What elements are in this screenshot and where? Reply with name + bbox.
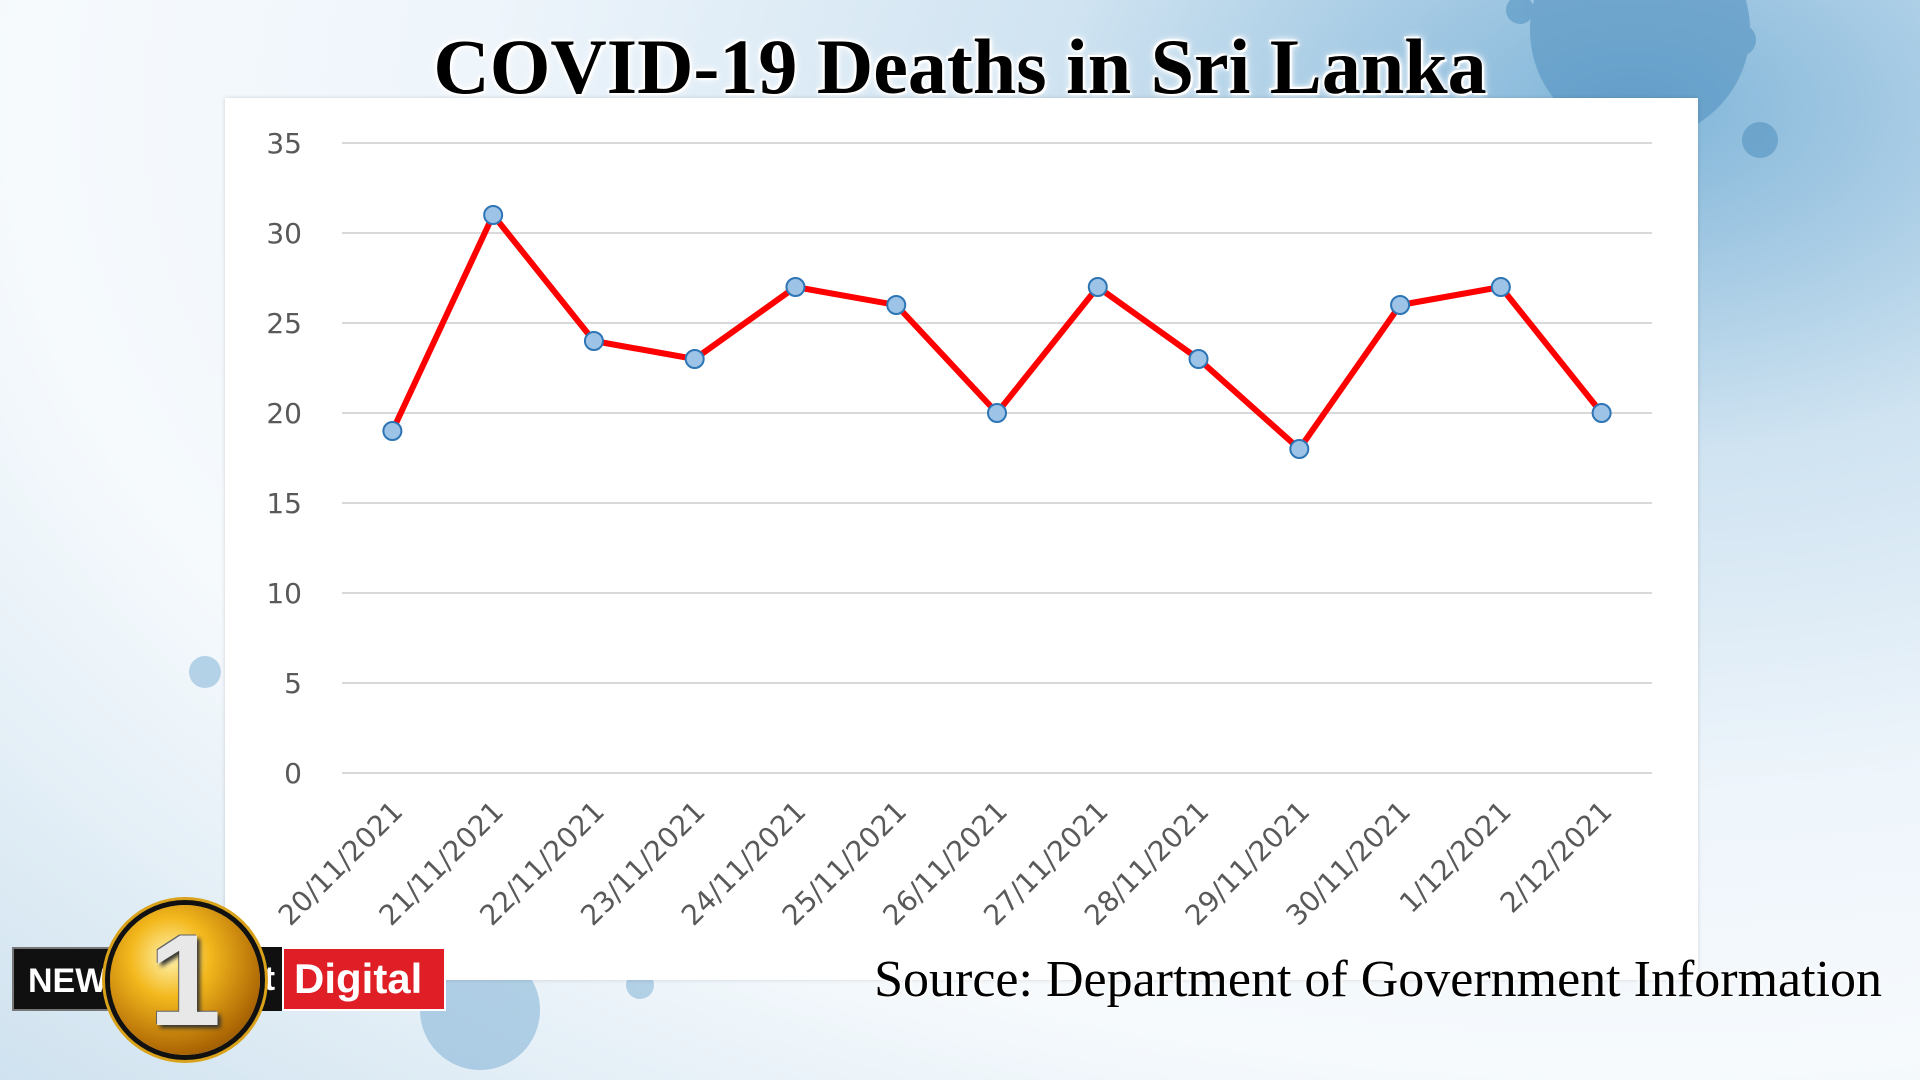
data-point xyxy=(1087,277,1108,297)
data-point xyxy=(382,421,403,441)
series-group xyxy=(382,205,1612,459)
x-axis-ticks: 20/11/202121/11/202122/11/202123/11/2021… xyxy=(272,795,1619,932)
data-point xyxy=(987,403,1007,423)
data-point xyxy=(1490,277,1511,297)
data-point xyxy=(1591,403,1612,423)
y-axis-ticks: 0 5 10 15 20 25 30 35 xyxy=(266,127,302,790)
y-tick-label: 30 xyxy=(266,217,302,250)
gridlines xyxy=(342,142,1652,774)
data-point xyxy=(583,331,604,351)
logo-digital-text: Digital xyxy=(282,947,446,1011)
data-point xyxy=(785,277,806,297)
chart-panel: 0 5 10 15 20 25 30 35 20/11/2021 21/11/2021 22/11… xyxy=(225,98,1698,980)
data-point xyxy=(886,295,907,315)
y-tick-label: 10 xyxy=(266,577,302,610)
data-point xyxy=(483,205,504,225)
data-point xyxy=(1188,349,1209,369)
page-title: COVID-19 Deaths in Sri Lanka xyxy=(433,23,1487,110)
y-tick-label: 5 xyxy=(284,667,302,700)
logo-number-text: 1 xyxy=(148,907,222,1053)
line-chart: 0 5 10 15 20 25 30 35 20/11/202121/11/202122/11… xyxy=(266,127,1652,932)
data-point xyxy=(1289,439,1310,459)
data-point xyxy=(684,349,705,369)
y-tick-label: 20 xyxy=(266,397,302,430)
y-tick-label: 25 xyxy=(266,307,302,340)
source-caption: Source: Department of Government Informa… xyxy=(874,951,1882,1008)
y-tick-label: 35 xyxy=(266,127,302,160)
logo-gold-ring xyxy=(110,905,260,1055)
data-point xyxy=(1390,295,1411,315)
y-tick-label: 0 xyxy=(284,757,302,790)
y-tick-label: 15 xyxy=(266,487,302,520)
news1st-digital-logo: NEWS st Digital 1 xyxy=(12,905,452,1065)
